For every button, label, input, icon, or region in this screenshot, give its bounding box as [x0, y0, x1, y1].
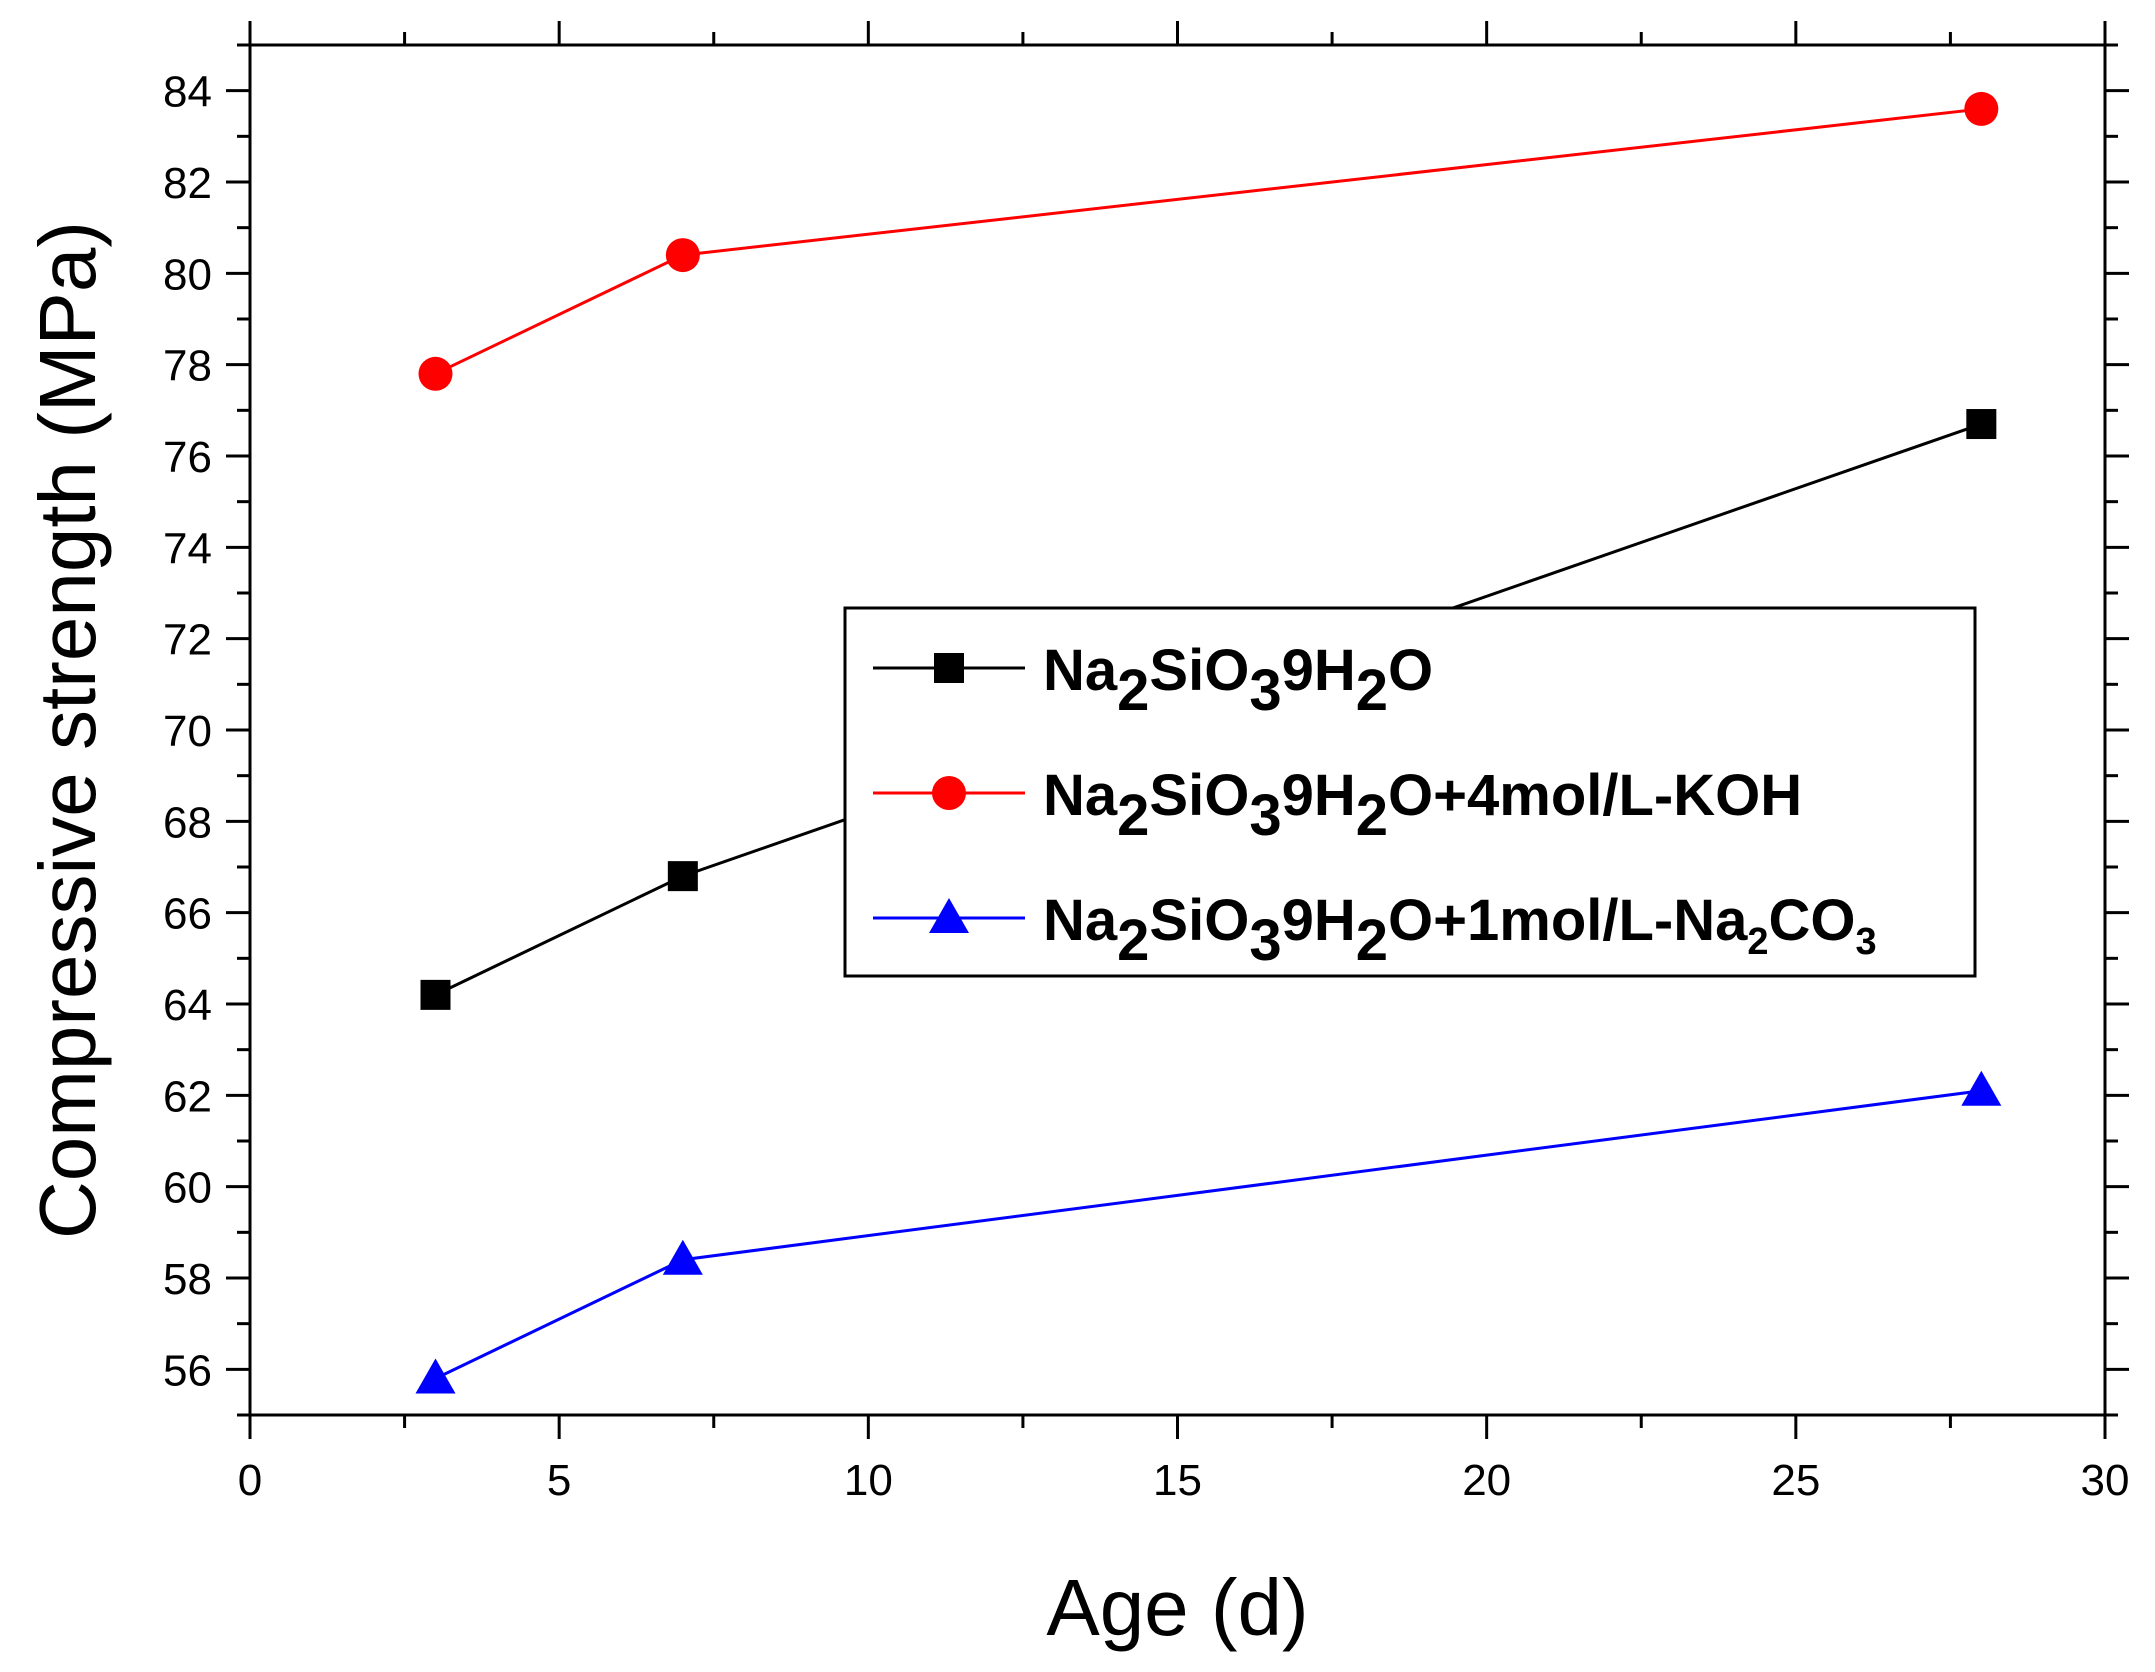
y-axis: 56 58 60 62 64 66 68 70 72 74 76 78 80 82 84	[163, 43, 2129, 1417]
data-point	[662, 1239, 703, 1275]
x-tick-label: 25	[1771, 1456, 1820, 1505]
y-axis-title: Compressive strength (MPa)	[23, 221, 112, 1239]
y-tick-label: 56	[163, 1346, 212, 1395]
y-tick-label: 74	[163, 524, 212, 573]
data-point	[667, 861, 698, 892]
data-point	[1961, 1070, 2002, 1106]
y-tick-label: 70	[163, 707, 212, 756]
y-tick-label: 72	[163, 616, 212, 665]
data-point	[415, 1358, 456, 1394]
y-tick-label: 80	[163, 250, 212, 299]
series-line	[434, 1089, 1982, 1380]
series-line	[434, 107, 1982, 376]
y-tick-label: 76	[163, 433, 212, 482]
legend-box	[843, 606, 1977, 978]
x-tick-label: 30	[2081, 1456, 2130, 1505]
x-tick-label: 0	[238, 1456, 262, 1505]
x-axis-title: Age (d)	[1046, 1563, 1308, 1652]
y-tick-label: 62	[163, 1072, 212, 1121]
x-axis: 0 5 10 15 20 25 30	[238, 21, 2130, 1505]
data-point	[418, 356, 453, 391]
series-2	[418, 91, 1999, 391]
y-tick-label: 66	[163, 890, 212, 939]
legend-entry: Na2SiO39H2O+4mol/L-KOH	[873, 763, 1802, 848]
y-tick-label: 60	[163, 1164, 212, 1213]
legend-label: Na2SiO39H2O+1mol/L-Na2CO3	[1043, 888, 1877, 973]
y-tick-label: 84	[163, 68, 212, 117]
data-point	[1964, 91, 1999, 126]
data-point	[665, 238, 700, 273]
legend-entry: Na2SiO39H2O	[873, 638, 1433, 723]
legend-entry: Na2SiO39H2O+1mol/L-Na2CO3	[873, 888, 1877, 973]
legend-marker	[934, 653, 964, 683]
y-tick-label: 68	[163, 798, 212, 847]
series-3	[415, 1070, 2002, 1394]
series-layer	[415, 91, 2002, 1394]
legend-marker	[929, 898, 969, 933]
legend: Na2SiO39H2O Na2SiO39H2O+4mol/L-KOH Na2SiO3…	[843, 606, 1977, 978]
y-tick-label: 64	[163, 981, 212, 1030]
data-point	[1966, 409, 1997, 440]
legend-label: Na2SiO39H2O+4mol/L-KOH	[1043, 763, 1802, 848]
legend-marker	[932, 776, 966, 810]
legend-label: Na2SiO39H2O	[1043, 638, 1433, 723]
data-point	[420, 979, 451, 1010]
y-tick-label: 78	[163, 342, 212, 391]
series-1	[420, 409, 1997, 1010]
x-tick-label: 20	[1462, 1456, 1511, 1505]
y-tick-label: 82	[163, 159, 212, 208]
x-tick-label: 10	[844, 1456, 893, 1505]
x-tick-label: 15	[1153, 1456, 1202, 1505]
x-tick-label: 5	[547, 1456, 571, 1505]
y-tick-label: 58	[163, 1255, 212, 1304]
